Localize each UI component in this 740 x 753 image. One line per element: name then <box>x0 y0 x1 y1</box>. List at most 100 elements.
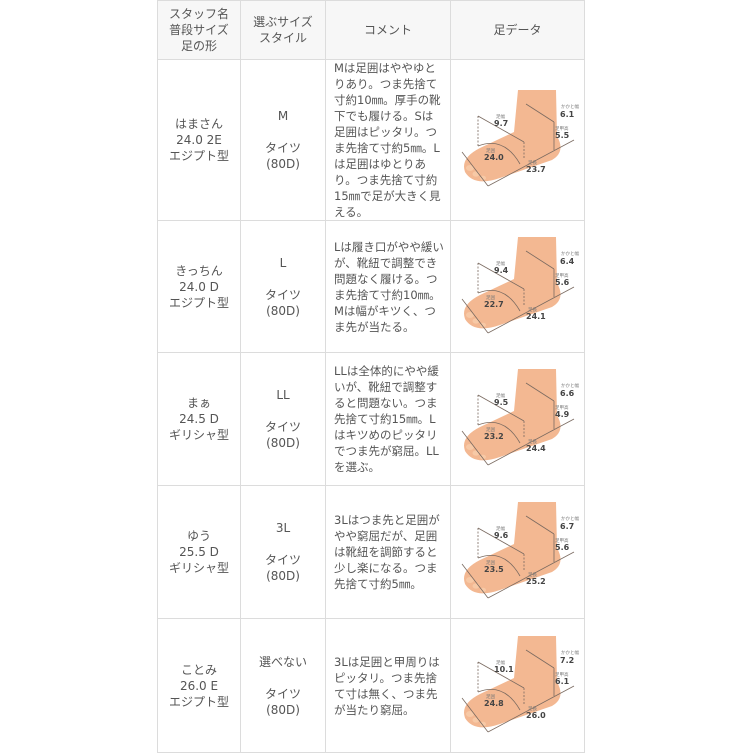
foot-length-label: 足長 <box>528 572 537 578</box>
staff-cell: まぁ 24.5 D ギリシャ型 <box>157 352 241 486</box>
foot-girth-label: 足囲 <box>486 148 495 154</box>
size-style-cell: L タイツ (80D) <box>240 220 326 353</box>
length-line <box>461 430 488 466</box>
foot-diagram: 足幅 9.5 かかと幅 6.6 足甲高 4.9 足囲 23.2 足長 24.4 <box>461 369 579 466</box>
header-staff: スタッフ名 普段サイズ 足の形 <box>157 0 241 60</box>
foot-instep-label: 足甲高 <box>555 404 569 411</box>
comment-cell: 3Lは足囲と甲周りはピッタリ。つま先捨て寸は無く、つま先が当たり窮屈。 <box>325 618 451 753</box>
size-style-cell: 選べない タイツ (80D) <box>240 618 326 753</box>
width-line <box>477 394 524 422</box>
foot-heel-label: かかと幅 <box>561 515 579 522</box>
foot-girth-value: 22.7 <box>484 300 504 309</box>
foot-shape: ギリシャ型 <box>168 561 229 575</box>
foot-width-label: 足幅 <box>496 260 505 267</box>
length-line <box>461 563 488 599</box>
header-size-style: 選ぶサイズ スタイル <box>240 0 326 60</box>
foot-shape: エジプト型 <box>168 149 229 163</box>
staff-cell: ゆう 25.5 D ギリシャ型 <box>157 485 241 619</box>
heel-line <box>525 382 554 402</box>
foot-instep-label: 足甲高 <box>555 537 569 544</box>
comment-cell: LLは全体的にやや緩いが、靴紐で調整すると問題ない。つま先捨て寸約15㎜。Lはキ… <box>325 352 451 486</box>
foot-shape: エジプト型 <box>168 694 229 709</box>
chosen-size: L <box>279 255 287 270</box>
staff-name: きっちん <box>175 263 223 278</box>
length-line <box>461 298 488 333</box>
size-style-cell: M タイツ (80D) <box>240 59 326 221</box>
comment-cell: Mは足囲はややゆとりあり。つま先捨て寸約10㎜。厚手の靴下でも履ける。Sは足囲は… <box>325 59 451 221</box>
table-row: ゆう 25.5 D ギリシャ型 3L タイツ (80D) 3Lはつま先と足囲がや… <box>157 485 585 619</box>
foot-instep-value: 5.6 <box>555 278 570 287</box>
foot-length-label: 足長 <box>528 160 537 166</box>
foot-length-value: 23.7 <box>526 165 546 174</box>
foot-width-value: 9.5 <box>494 398 509 407</box>
foot-width-value: 9.6 <box>494 531 509 540</box>
chosen-size: LL <box>276 388 290 402</box>
length-line <box>461 151 488 187</box>
foot-data-cell: 足幅 9.7 かかと幅 6.1 足甲高 5.5 足囲 24.0 足長 23.7 <box>450 59 585 221</box>
foot-girth-value: 24.0 <box>484 153 504 162</box>
staff-name: まぁ <box>186 396 211 410</box>
width-line <box>477 661 524 688</box>
foot-shape: ギリシャ型 <box>168 428 229 442</box>
foot-heel-label: かかと幅 <box>561 103 579 110</box>
usual-size: 24.0 D <box>179 279 219 294</box>
girth-arc <box>477 142 520 165</box>
foot-heel-label: かかと幅 <box>561 382 579 389</box>
foot-length-value: 24.4 <box>526 444 546 453</box>
foot-instep-value: 5.6 <box>555 543 570 552</box>
size-style-cell: 3L タイツ (80D) <box>240 485 326 619</box>
foot-data-cell: 足幅 10.1 かかと幅 7.2 足甲高 6.1 足囲 24.8 足長 26.0 <box>450 618 585 753</box>
foot-heel-value: 7.2 <box>560 656 574 665</box>
style: タイツ (80D) <box>264 420 301 450</box>
foot-girth-label: 足囲 <box>486 295 495 301</box>
usual-size: 24.0 2E <box>176 133 222 147</box>
heel-line <box>525 103 554 123</box>
style: タイツ (80D) <box>264 686 301 717</box>
foot-width-label: 足幅 <box>496 659 505 666</box>
staff-name: ゆう <box>186 529 211 543</box>
foot-girth-value: 24.8 <box>484 699 504 708</box>
length-line <box>461 697 488 732</box>
header-comment: コメント <box>325 0 451 60</box>
staff-name: はまさん <box>174 117 223 131</box>
foot-heel-value: 6.4 <box>560 257 575 266</box>
foot-instep-value: 4.9 <box>555 410 570 419</box>
foot-data-cell: 足幅 9.5 かかと幅 6.6 足甲高 4.9 足囲 23.2 足長 24.4 <box>450 352 585 486</box>
foot-width-value: 9.7 <box>494 119 508 128</box>
foot-width-label: 足幅 <box>496 392 505 399</box>
table-row: まぁ 24.5 D ギリシャ型 LL タイツ (80D) LLは全体的にやや緩い… <box>157 352 585 486</box>
girth-arc <box>477 289 520 311</box>
foot-instep-value: 6.1 <box>555 677 570 686</box>
table-row: きっちん 24.0 D エジプト型 L タイツ (80D) Lは履き口がやや緩い… <box>157 220 585 353</box>
table-row: はまさん 24.0 2E エジプト型 M タイツ (80D) Mは足囲はややゆと… <box>157 59 585 221</box>
foot-data-cell: 足幅 9.4 かかと幅 6.4 足甲高 5.6 足囲 22.7 足長 24.1 <box>450 220 585 353</box>
foot-girth-label: 足囲 <box>486 694 495 700</box>
foot-instep-value: 5.5 <box>555 131 570 140</box>
foot-data-cell: 足幅 9.6 かかと幅 6.7 足甲高 5.6 足囲 23.5 足長 25.2 <box>450 485 585 619</box>
width-line <box>477 262 524 289</box>
foot-length-value: 26.0 <box>526 711 546 720</box>
foot-heel-value: 6.7 <box>560 522 574 531</box>
foot-diagram: 足幅 9.6 かかと幅 6.7 足甲高 5.6 足囲 23.5 足長 25.2 <box>461 502 579 599</box>
staff-cell: きっちん 24.0 D エジプト型 <box>157 220 241 353</box>
usual-size: 25.5 D <box>179 545 219 559</box>
style: タイツ (80D) <box>264 553 301 583</box>
girth-arc <box>477 688 520 710</box>
table-header-row: スタッフ名 普段サイズ 足の形 選ぶサイズ スタイル コメント 足データ <box>157 0 585 60</box>
foot-shape: エジプト型 <box>168 295 229 310</box>
foot-width-value: 9.4 <box>494 266 509 275</box>
foot-girth-label: 足囲 <box>486 427 495 433</box>
foot-heel-value: 6.6 <box>560 389 575 398</box>
toes-icon <box>465 577 486 593</box>
style: タイツ (80D) <box>264 287 301 318</box>
foot-heel-value: 6.1 <box>560 110 575 119</box>
foot-instep-label: 足甲高 <box>555 671 569 678</box>
foot-length-label: 足長 <box>528 706 537 712</box>
heel-line <box>525 515 554 535</box>
girth-arc <box>477 554 520 577</box>
foot-girth-value: 23.5 <box>484 565 504 574</box>
girth-arc <box>477 421 520 444</box>
header-foot-data: 足データ <box>450 0 585 60</box>
heel-line <box>525 649 554 668</box>
usual-size: 24.5 D <box>179 412 219 426</box>
